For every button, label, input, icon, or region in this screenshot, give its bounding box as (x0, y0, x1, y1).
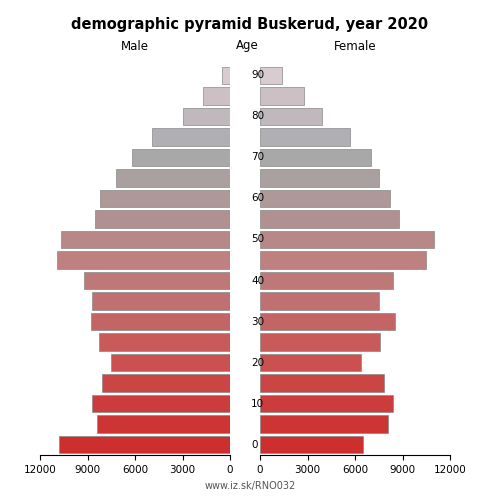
Bar (260, 210, 400, 228)
Bar (102, 374, 230, 392)
Text: Age: Age (236, 40, 259, 52)
Bar (90, 313, 230, 330)
Text: 10: 10 (251, 398, 264, 408)
Bar (100, 190, 230, 207)
Bar (260, 252, 426, 268)
Bar (84, 272, 230, 289)
Bar (260, 231, 434, 248)
Bar (260, 374, 384, 392)
Bar (92, 395, 230, 412)
Bar (116, 169, 230, 186)
Bar (152, 128, 230, 146)
Bar (97, 416, 230, 433)
Bar (260, 87, 304, 104)
Bar (260, 354, 362, 372)
Text: www.iz.sk/RNO032: www.iz.sk/RNO032 (204, 481, 296, 491)
Text: demographic pyramid Buskerud, year 2020: demographic pyramid Buskerud, year 2020 (72, 18, 428, 32)
Bar (260, 395, 393, 412)
Bar (112, 354, 230, 372)
Bar (260, 313, 394, 330)
Bar (260, 292, 379, 310)
Bar (260, 416, 388, 433)
Text: Male: Male (121, 40, 149, 52)
Text: 60: 60 (251, 194, 264, 203)
Bar (260, 108, 322, 125)
Bar (260, 190, 390, 207)
Text: 20: 20 (251, 358, 264, 368)
Bar (92, 292, 230, 310)
Bar (260, 169, 379, 186)
Bar (58, 252, 230, 268)
Bar (260, 334, 380, 351)
Text: 90: 90 (251, 70, 264, 81)
Bar (260, 128, 350, 146)
Text: 80: 80 (251, 112, 264, 122)
Text: 50: 50 (251, 234, 264, 244)
Text: Female: Female (334, 40, 376, 52)
Bar (96, 210, 230, 228)
Bar (260, 148, 371, 166)
Bar (260, 272, 393, 289)
Text: 70: 70 (251, 152, 264, 162)
Text: 0: 0 (251, 440, 258, 450)
Bar (182, 108, 230, 125)
Bar (59, 436, 230, 454)
Bar (203, 87, 230, 104)
Bar (260, 436, 363, 454)
Bar (60, 231, 230, 248)
Text: 30: 30 (251, 316, 264, 326)
Bar (222, 66, 230, 84)
Bar (98, 334, 230, 351)
Bar (132, 148, 230, 166)
Text: 40: 40 (251, 276, 264, 285)
Bar (260, 66, 282, 84)
